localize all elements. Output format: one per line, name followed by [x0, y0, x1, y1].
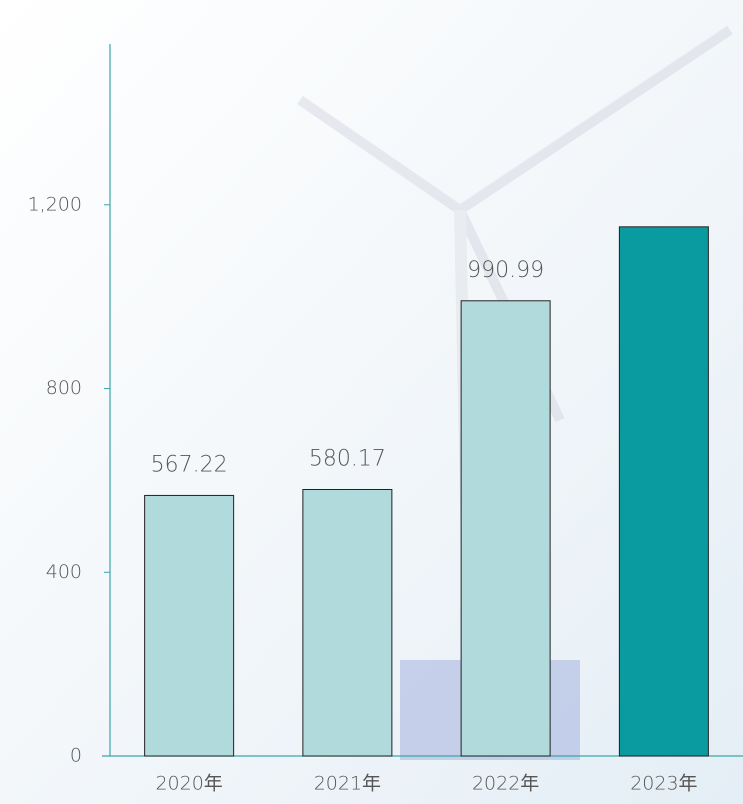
bar — [460, 300, 551, 757]
x-tick-label: 2022年 — [472, 773, 539, 795]
y-tick-label: 800 — [46, 377, 82, 399]
y-tick-label: 400 — [46, 561, 82, 583]
value-label: 580.17 — [309, 446, 386, 471]
bar — [302, 488, 393, 757]
x-tick-label: 2020年 — [155, 773, 222, 795]
y-tick-label: 0 — [70, 745, 82, 767]
bar — [144, 494, 235, 757]
x-tick-label: 2023年 — [630, 773, 697, 795]
bar — [618, 226, 709, 757]
value-label: 567.22 — [151, 452, 228, 477]
value-label: 990.99 — [467, 258, 544, 283]
y-tick-label: 1,200 — [28, 193, 82, 215]
x-tick-label: 2021年 — [314, 773, 381, 795]
